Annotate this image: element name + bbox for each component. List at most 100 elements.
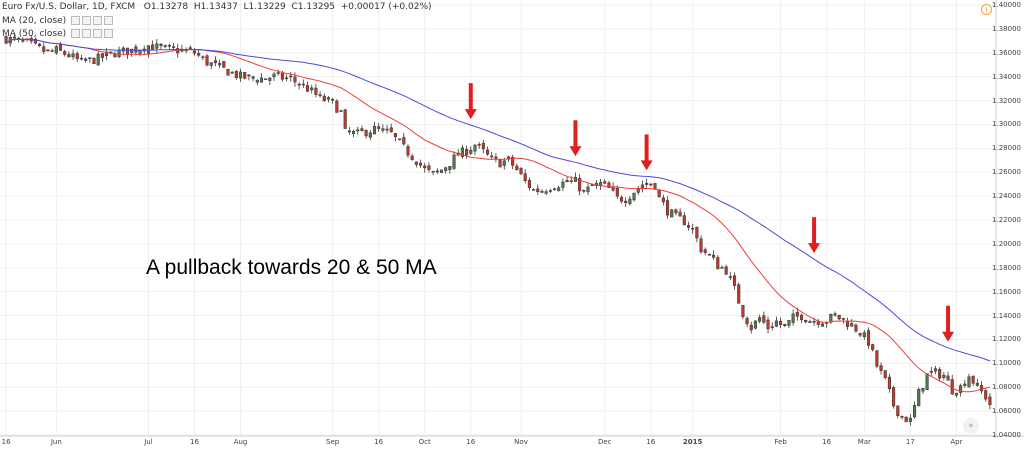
ma20-remove-button[interactable] xyxy=(93,16,103,25)
candle-body-down xyxy=(511,157,515,166)
candle xyxy=(942,372,946,381)
candle-body-down xyxy=(84,58,88,61)
candle xyxy=(858,332,862,338)
ma20-legend[interactable]: MA (20, close) xyxy=(2,16,114,27)
candle xyxy=(33,37,37,45)
candle xyxy=(695,226,699,243)
ma20-settings-button[interactable] xyxy=(82,16,92,25)
candle-body-up xyxy=(264,78,268,80)
candle xyxy=(866,327,871,349)
candle-body-down xyxy=(979,385,984,392)
candle-body-up xyxy=(331,99,335,101)
candle-body-down xyxy=(565,179,569,183)
candle-body-down xyxy=(879,365,883,371)
ma50-more-button[interactable] xyxy=(104,29,114,38)
candle-body-up xyxy=(326,97,330,100)
candle-body-down xyxy=(481,143,485,150)
candle-body-down xyxy=(624,200,628,204)
candle xyxy=(502,157,506,170)
candle xyxy=(159,42,163,50)
candle xyxy=(226,68,230,76)
candle xyxy=(79,54,83,61)
candle-body-up xyxy=(758,317,762,322)
candle-body-up xyxy=(473,144,477,152)
candle-body-down xyxy=(795,311,799,317)
candle xyxy=(163,44,167,49)
candle xyxy=(389,123,393,133)
candle-body-up xyxy=(444,167,448,171)
candle xyxy=(268,76,272,86)
candle-body-up xyxy=(138,49,142,54)
candle-body-down xyxy=(866,330,871,346)
candle xyxy=(100,52,104,63)
candle xyxy=(954,392,958,398)
symbol-legend: Euro Fx/U.S. Dollar, 1D, FXCM O1.13278 H… xyxy=(2,2,432,13)
candle xyxy=(343,108,347,130)
candle-body-down xyxy=(846,320,850,327)
candle xyxy=(326,95,330,103)
ma50-legend[interactable]: MA (50, close) xyxy=(2,29,114,40)
candle-body-up xyxy=(209,62,213,66)
candle xyxy=(448,165,452,174)
candle-body-up xyxy=(285,77,289,80)
time-tick-label: Nov xyxy=(514,438,528,446)
candle xyxy=(84,57,88,63)
candle-body-up xyxy=(318,94,322,96)
ohlc-close: C1.13295 xyxy=(291,2,336,12)
candle xyxy=(360,125,364,132)
arrow-head xyxy=(640,160,653,171)
candle-body-up xyxy=(448,165,452,171)
candle xyxy=(758,314,762,324)
candle-body-down xyxy=(871,344,875,350)
candle-body-up xyxy=(787,319,791,326)
candle-body-down xyxy=(657,189,661,198)
ma50-visibility-button[interactable] xyxy=(71,29,81,38)
candle-body-down xyxy=(527,179,531,188)
info-icon[interactable]: ! xyxy=(981,4,992,15)
candle-body-down xyxy=(984,390,988,400)
ma20-more-button[interactable] xyxy=(104,16,114,25)
candle-body-up xyxy=(753,320,758,329)
candle xyxy=(795,307,799,321)
candle xyxy=(728,272,732,281)
candle xyxy=(908,414,912,426)
candle-body-down xyxy=(498,159,502,168)
candle xyxy=(310,84,314,94)
candle xyxy=(331,97,335,104)
time-tick-label: Mar xyxy=(857,438,871,446)
arrow-layer xyxy=(464,83,955,342)
candle-body-up xyxy=(942,374,946,379)
time-tick-label: Aug xyxy=(233,438,248,446)
pullback-arrow xyxy=(640,134,653,171)
price-tick-label: 1.22000 xyxy=(992,216,1021,224)
candle-body-down xyxy=(67,54,71,58)
candle xyxy=(988,392,992,410)
candle xyxy=(875,349,879,369)
candle xyxy=(666,196,670,219)
pullback-arrow xyxy=(569,120,582,157)
time-tick-label: Feb xyxy=(774,438,787,446)
candle-body-down xyxy=(477,144,481,146)
price-tick-label: 1.12000 xyxy=(992,335,1021,344)
candle-body-down xyxy=(339,110,343,112)
candle-body-down xyxy=(779,320,783,325)
price-tick-label: 1.18000 xyxy=(992,263,1021,272)
candle-body-down xyxy=(431,170,435,173)
candle xyxy=(46,49,50,52)
candle xyxy=(691,223,695,234)
candle xyxy=(686,221,691,231)
candle-body-up xyxy=(452,154,456,169)
candle xyxy=(532,188,536,191)
candle xyxy=(879,362,883,375)
arrow-head xyxy=(569,146,582,157)
candle xyxy=(770,322,774,331)
scroll-to-realtime-icon[interactable]: » xyxy=(963,418,979,434)
candle xyxy=(967,373,971,388)
candle-body-down xyxy=(419,162,423,166)
ma20-visibility-button[interactable] xyxy=(71,16,81,25)
ma50-settings-button[interactable] xyxy=(82,29,92,38)
candle-body-up xyxy=(268,77,272,81)
ma50-remove-button[interactable] xyxy=(93,29,103,38)
